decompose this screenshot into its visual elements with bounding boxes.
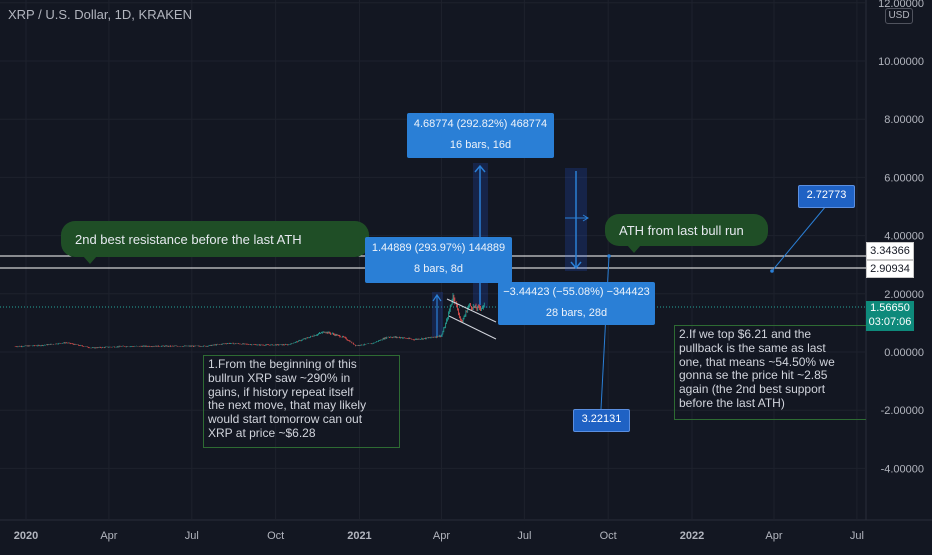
note-right-line: again (the 2nd best support <box>679 382 826 397</box>
target-label-high[interactable]: 2.72773 <box>798 185 855 208</box>
current-price: 1.56650 <box>870 302 910 314</box>
measure-time-arrowhead <box>582 214 589 222</box>
bar-countdown: 03:07:06 <box>868 316 912 328</box>
resistance-callout-text: 2nd best resistance before the last ATH <box>75 231 302 247</box>
x-tick-label: Jul <box>517 530 531 542</box>
x-tick-label: Jul <box>850 530 864 542</box>
measure-box-drop[interactable]: −3.44423 (−55.08%) −344423 28 bars, 28d <box>498 282 655 325</box>
x-tick-label: Jul <box>185 530 199 542</box>
y-axis-labels: 12.00000 10.00000 8.00000 6.00000 4.00000 2.0… <box>878 0 924 475</box>
ath-callout[interactable]: ATH from last bull run <box>605 214 768 253</box>
y-tick-label: -2.00000 <box>881 405 924 417</box>
trend-line-start-point <box>770 269 774 273</box>
measure-arrowhead-drop <box>570 261 582 270</box>
current-price-box: 1.56650 03:07:06 <box>866 301 914 331</box>
x-tick-label: Apr <box>433 530 450 542</box>
currency-button[interactable]: USD <box>885 8 913 24</box>
trend-line-to-2.72773[interactable] <box>771 205 827 272</box>
measure-main-bars: 16 bars, 16d <box>449 139 512 151</box>
y-tick-label: 4.00000 <box>884 231 924 243</box>
ath-callout-tail <box>627 245 641 253</box>
x-tick-label: Apr <box>765 530 782 542</box>
note-left-line: the next move, that may likely <box>208 398 367 413</box>
note-left[interactable]: 1.From the beginning of this bullrun XRP … <box>203 355 400 448</box>
y-tick-label: -4.00000 <box>881 463 924 475</box>
note-right-line: 2.If we top $6.21 and the <box>679 327 812 341</box>
note-right[interactable]: 2.If we top $6.21 and the pullback is the… <box>674 325 866 420</box>
x-axis-labels: 2020 Apr Jul Oct 2021 Apr Jul Oct 2022 Apr Jul <box>14 530 864 542</box>
measure-arrowhead-first <box>432 293 442 302</box>
measure-first-change: 1.44889 (293.97%) 144889 <box>371 242 506 254</box>
price-candles <box>14 292 485 349</box>
note-left-line: XRP at price ~$6.28 <box>208 425 316 440</box>
note-right-line: one, that means ~54.50% we <box>679 354 835 369</box>
measure-first-bars: 8 bars, 8d <box>414 263 463 275</box>
x-tick-label: Apr <box>100 530 117 542</box>
y-tick-label: 6.00000 <box>884 172 924 184</box>
note-right-line: before the last ATH) <box>679 395 785 410</box>
measure-arrowhead-main <box>474 164 486 173</box>
y-tick-label: 10.00000 <box>878 56 924 68</box>
wedge-lower-line[interactable] <box>448 315 497 340</box>
y-tick-label: 8.00000 <box>884 114 924 126</box>
target-label-low[interactable]: 3.22131 <box>573 409 630 432</box>
ath-callout-text: ATH from last bull run <box>619 222 744 238</box>
grid-lines <box>0 0 866 520</box>
measure-main-change: 4.68774 (292.82%) 468774 <box>413 118 548 130</box>
x-tick-label: Oct <box>267 530 284 542</box>
y-tick-label: 0.00000 <box>884 347 924 359</box>
y-tick-label: 12.00000 <box>878 0 924 10</box>
y-tick-label: 2.00000 <box>884 289 924 301</box>
note-right-line: gonna se the price hit ~2.85 <box>679 368 828 383</box>
resistance-callout-tail <box>83 256 97 264</box>
measure-drop-change: −3.44423 (−55.08%) −344423 <box>503 286 650 298</box>
resistance-price-lower: 2.90934 <box>866 260 914 278</box>
trend-line-2-start-point <box>607 254 611 258</box>
wedge-upper-line[interactable] <box>446 298 497 323</box>
x-tick-label: Oct <box>600 530 617 542</box>
note-left-line: would start tomorrow can out <box>208 412 363 427</box>
measure-drop-bars: 28 bars, 28d <box>545 307 608 319</box>
x-tick-label: 2022 <box>680 530 704 542</box>
chart-title: XRP / U.S. Dollar, 1D, KRAKEN <box>8 7 192 22</box>
note-right-line: pullback is the same as last <box>679 340 826 355</box>
note-left-line: gains, if history repeat itself <box>208 384 354 399</box>
resistance-callout[interactable]: 2nd best resistance before the last ATH <box>61 221 369 264</box>
resistance-price-upper: 3.34366 <box>866 242 914 260</box>
measure-box-main[interactable]: 4.68774 (292.82%) 468774 16 bars, 16d <box>407 113 554 158</box>
note-left-line: 1.From the beginning of this <box>208 357 357 371</box>
note-left-line: bullrun XRP saw ~290% in <box>208 370 351 385</box>
trend-line-to-3.22131[interactable] <box>600 255 610 410</box>
x-tick-label: 2020 <box>14 530 38 542</box>
measure-box-first[interactable]: 1.44889 (293.97%) 144889 8 bars, 8d <box>365 237 512 283</box>
x-tick-label: 2021 <box>347 530 371 542</box>
